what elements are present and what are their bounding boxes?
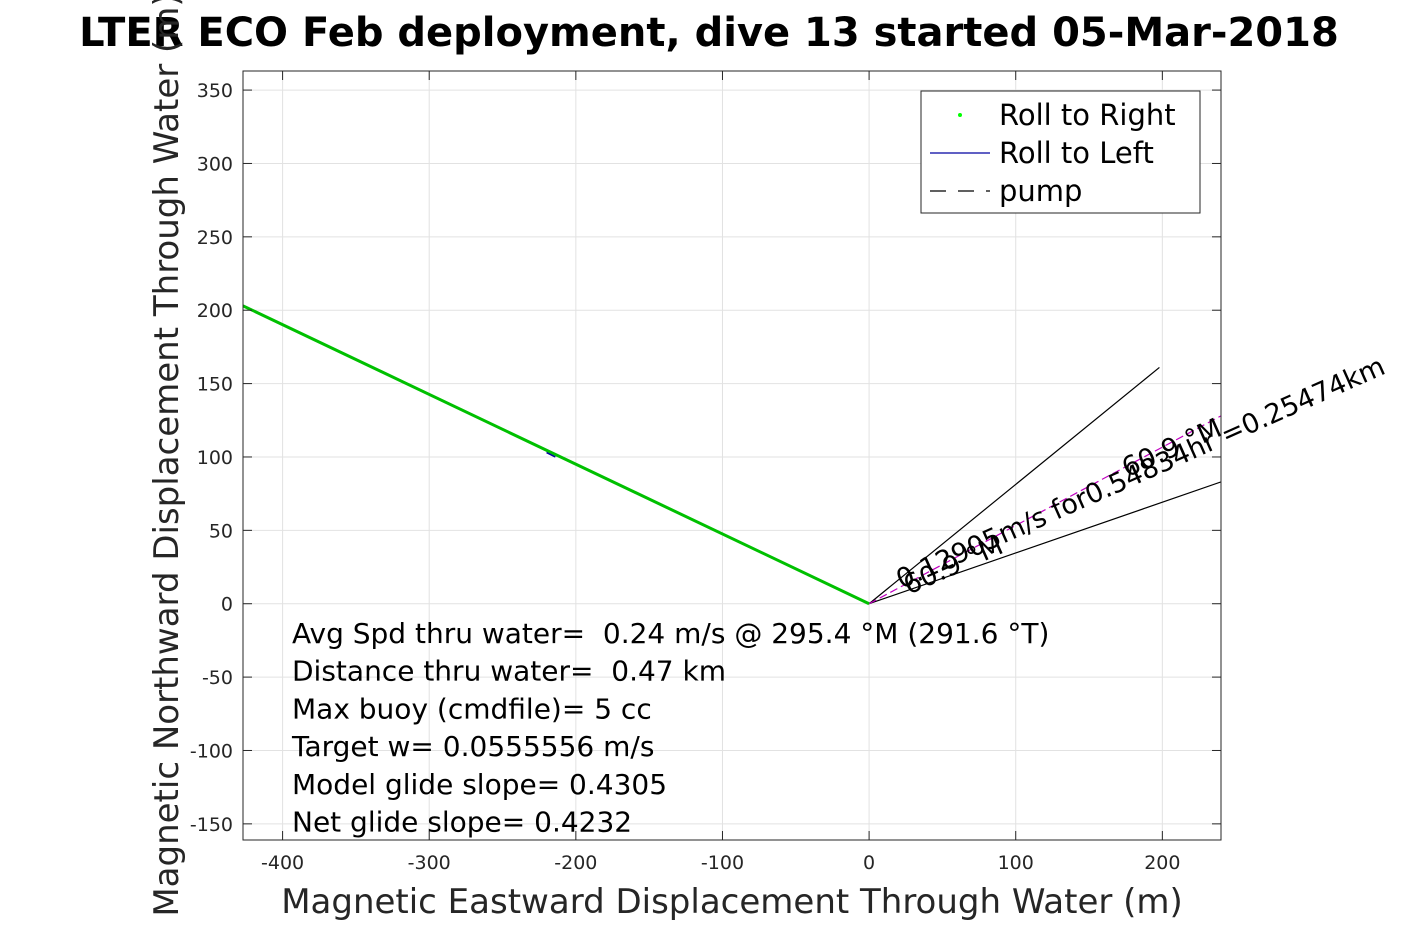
y-tick-label: -50 (202, 667, 233, 689)
stats-line: Distance thru water= 0.47 km (292, 655, 726, 688)
y-tick-label: -150 (190, 814, 233, 836)
x-tick-label: -200 (554, 852, 597, 874)
legend: Roll to Right Roll to Left pump (920, 90, 1201, 214)
y-tick-label: -100 (190, 740, 233, 762)
x-tick-label: 100 (998, 852, 1034, 874)
heading-cone-line (868, 366, 1160, 605)
y-tick-label: 100 (197, 447, 233, 469)
stats-line: Model glide slope= 0.4305 (292, 768, 667, 801)
stats-text-block: Avg Spd thru water= 0.24 m/s @ 295.4 °M … (291, 617, 1049, 839)
series-line-roll-left (546, 451, 556, 458)
stats-line: Max buoy (cmdfile)= 5 cc (292, 692, 652, 725)
x-tick-label: 200 (1144, 852, 1180, 874)
current-vector-line (868, 415, 1221, 605)
data-layer (243, 304, 1221, 606)
stats-line: Net glide slope= 0.4232 (292, 806, 632, 839)
stats-line: Avg Spd thru water= 0.24 m/s @ 295.4 °M … (292, 617, 1049, 650)
stats-line: Target w= 0.0555556 m/s (291, 730, 654, 763)
x-axis-label: Magnetic Eastward Displacement Through W… (281, 882, 1183, 922)
y-tick-label: 200 (197, 300, 233, 322)
heading-cone-line (868, 481, 1221, 605)
chart-title: LTER ECO Feb deployment, dive 13 started… (79, 10, 1339, 56)
grid-lines (243, 71, 1221, 840)
y-tick-label: 150 (197, 374, 233, 396)
x-tick-label: 0 (863, 852, 875, 874)
legend-label: pump (999, 174, 1082, 208)
y-tick-label: 0 (221, 594, 233, 616)
tick-marks (243, 71, 1221, 840)
y-axis-label: Magnetic Northward Displacement Through … (147, 0, 187, 917)
y-tick-label: 250 (197, 227, 233, 249)
tick-labels: -400 -300 -200 -100 0 100 200 -150 -100 -50 0 50 100… (190, 80, 1181, 874)
legend-marker-dot (958, 113, 962, 117)
y-tick-label: 50 (209, 520, 233, 542)
legend-label: Roll to Left (999, 136, 1154, 170)
y-tick-label: 350 (197, 80, 233, 102)
y-tick-label: 300 (197, 153, 233, 175)
series-line-roll-right (243, 304, 870, 606)
legend-label: Roll to Right (999, 98, 1176, 132)
x-tick-label: -400 (261, 852, 304, 874)
x-tick-label: -100 (701, 852, 744, 874)
plot-frame (242, 70, 1222, 841)
x-tick-label: -300 (408, 852, 451, 874)
legend-box (920, 90, 1201, 214)
